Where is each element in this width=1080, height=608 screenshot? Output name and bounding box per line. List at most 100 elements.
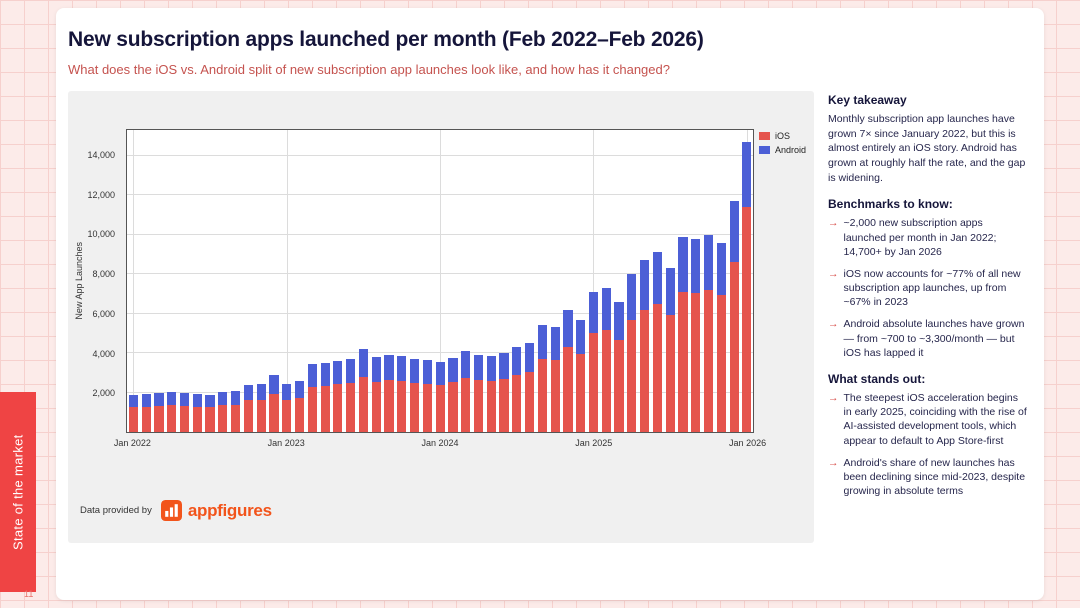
- page-number: 11: [24, 589, 34, 599]
- ios-bar-segment: [128, 407, 138, 432]
- android-bar-segment: [691, 238, 701, 293]
- bar-slot: [268, 130, 281, 432]
- bar-slot: [280, 130, 293, 432]
- legend-swatch: [758, 146, 770, 154]
- arrow-icon: →: [828, 391, 839, 404]
- bar-slot: [178, 130, 191, 432]
- bar-slot: [434, 130, 447, 432]
- android-bar-segment: [346, 358, 356, 384]
- stacked-bar: [435, 130, 445, 432]
- android-bar-segment: [576, 319, 586, 355]
- ios-bar-segment: [691, 292, 701, 432]
- stacked-bar: [282, 130, 292, 432]
- ios-bar-segment: [461, 377, 471, 432]
- bar-slot: [728, 130, 741, 432]
- ios-bar-segment: [525, 372, 535, 432]
- arrow-icon: →: [828, 456, 839, 469]
- plot-area: [126, 129, 754, 433]
- stacked-bar: [448, 130, 458, 432]
- bar-slot: [472, 130, 485, 432]
- stacked-bar: [333, 130, 343, 432]
- ios-bar-segment: [269, 393, 279, 432]
- stacked-bar: [384, 130, 394, 432]
- android-bar-segment: [243, 384, 254, 401]
- bar-slot: [408, 130, 421, 432]
- benchmark-text: Android absolute launches have grown — f…: [843, 318, 1025, 359]
- benchmarks-heading: Benchmarks to know:: [828, 197, 953, 212]
- ios-bar-segment: [320, 385, 330, 432]
- android-bar-segment: [320, 362, 330, 386]
- android-bar-segment: [525, 343, 535, 372]
- bar-slot: [677, 130, 690, 432]
- stacked-bar: [563, 130, 573, 432]
- ios-bar-segment: [384, 380, 394, 432]
- bar-slot: [651, 130, 664, 432]
- x-axis-tick-label: Jan 2026: [729, 438, 767, 448]
- ios-bar-segment: [601, 330, 611, 432]
- android-bar-segment: [179, 392, 190, 406]
- android-bar-segment: [473, 355, 484, 381]
- data-provider-row: Data provided by appfigures: [80, 500, 272, 521]
- bar-slot: [549, 130, 562, 432]
- android-bar-segment: [128, 394, 138, 408]
- android-bar-segment: [282, 383, 292, 400]
- arrow-icon: →: [828, 267, 839, 280]
- bar-slot: [293, 130, 306, 432]
- ios-bar-segment: [179, 405, 190, 432]
- bar-slot: [127, 130, 140, 432]
- bar-slot: [638, 130, 651, 432]
- bar-slot: [165, 130, 178, 432]
- stacked-bar: [614, 130, 624, 432]
- android-bar-segment: [550, 327, 560, 360]
- android-bar-segment: [294, 380, 305, 398]
- ios-bar-segment: [141, 406, 151, 432]
- android-bar-segment: [665, 268, 675, 315]
- stacked-bar: [243, 130, 254, 432]
- standout-text: Android's share of new launches has been…: [843, 456, 1026, 498]
- android-bar-segment: [614, 301, 624, 341]
- gridline-vertical: [286, 130, 288, 432]
- bar-slot: [625, 130, 638, 432]
- notes-column: Key takeaway Monthly subscription app la…: [828, 91, 1030, 543]
- android-bar-segment: [601, 287, 611, 331]
- ios-bar-segment: [333, 384, 343, 432]
- android-bar-segment: [358, 349, 369, 377]
- chart-panel: New App Launches 2,000 4,000 6,000 8,000 10,…: [68, 91, 814, 543]
- bar-slot: [702, 130, 715, 432]
- bar-slot: [536, 130, 549, 432]
- stacked-bar: [499, 130, 509, 432]
- ios-bar-segment: [563, 347, 573, 432]
- gridline-vertical: [593, 130, 595, 432]
- bar-slot: [447, 130, 460, 432]
- android-bar-segment: [537, 325, 547, 359]
- stacked-bar: [371, 130, 381, 432]
- bar-slot: [562, 130, 575, 432]
- bar-slot: [741, 130, 754, 432]
- android-bar-segment: [192, 393, 202, 407]
- y-axis-tick-label: 4,000: [92, 348, 115, 359]
- android-bar-segment: [742, 141, 752, 207]
- ios-bar-segment: [742, 206, 752, 432]
- stacked-bar: [269, 130, 279, 432]
- android-bar-segment: [231, 390, 241, 405]
- gridline-vertical: [440, 130, 441, 432]
- android-bar-segment: [205, 394, 215, 408]
- ios-bar-segment: [346, 383, 356, 432]
- ios-bar-segment: [665, 314, 675, 432]
- bar-slot: [191, 130, 204, 432]
- stacked-bar: [601, 130, 611, 432]
- ios-bar-segment: [435, 385, 445, 432]
- android-bar-segment: [269, 374, 279, 394]
- ios-bar-segment: [448, 382, 458, 432]
- appfigures-logo-icon: [160, 500, 182, 521]
- ios-bar-segment: [371, 381, 381, 432]
- legend-label: iOS: [774, 131, 790, 141]
- android-bar-segment: [461, 351, 471, 378]
- bar-slot: [395, 130, 408, 432]
- stacked-bar: [537, 130, 547, 432]
- ios-bar-segment: [231, 404, 241, 432]
- chart-legend: iOS Android: [758, 131, 806, 155]
- bar-slot: [600, 130, 613, 432]
- stacked-bar: [409, 130, 420, 432]
